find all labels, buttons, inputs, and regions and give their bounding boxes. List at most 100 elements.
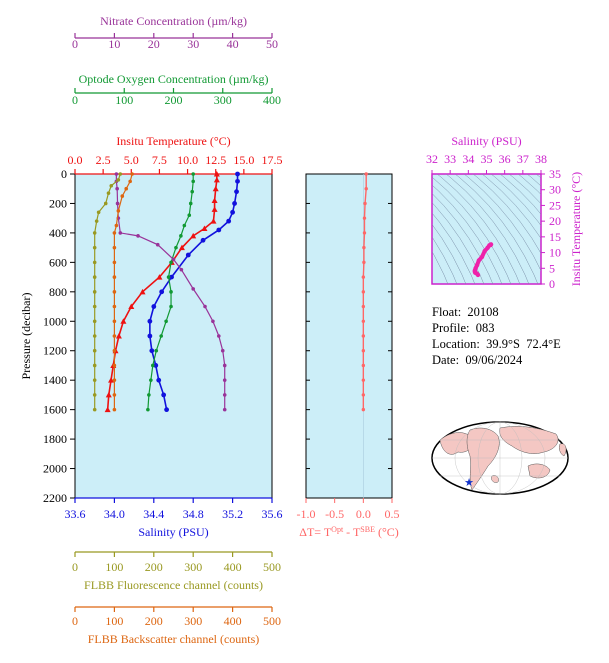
delta-t-point — [362, 260, 366, 265]
delta-t-panel — [305, 173, 393, 499]
backscatter-point — [112, 231, 117, 235]
temperature-point — [156, 274, 163, 280]
oxygen-axis-title: Optode Oxygen Concentration (µm/kg) — [79, 72, 269, 86]
nitrate-point — [155, 242, 160, 247]
delta-t-point — [361, 349, 366, 353]
temperature-point — [211, 206, 218, 212]
backscatter-point — [112, 260, 117, 265]
pressure-tick-label: 200 — [49, 196, 67, 210]
isopycnal-line — [517, 174, 541, 195]
nitrate-point — [222, 363, 227, 368]
backscatter-point — [130, 172, 134, 176]
backscatter-axis-title: FLBB Backscatter channel (counts) — [88, 632, 260, 646]
isopycnal-line — [432, 184, 503, 284]
salinity-point — [159, 289, 165, 295]
fluorescence-axis-title: FLBB Fluorescence channel (counts) — [84, 578, 263, 592]
delta-t-label-part: SBE — [360, 525, 375, 534]
temperature-point — [211, 197, 218, 204]
ts-isopycnals — [432, 174, 541, 284]
delta-t-point — [361, 275, 366, 279]
oxygen-point — [191, 172, 195, 176]
oxygen-point — [169, 290, 173, 294]
pressure-tick-label: 0 — [61, 167, 67, 181]
pressure-tick-label: 1600 — [43, 403, 67, 417]
temperature-point — [128, 303, 135, 310]
salinity-tick-label: 35.2 — [222, 507, 243, 521]
fluorescence-point — [109, 183, 114, 188]
backscatter-tick-label: 400 — [224, 614, 242, 628]
delta-t-label-part: - T — [343, 525, 361, 539]
isopycnal-line — [508, 174, 541, 205]
delta-t-tick-label: -0.5 — [325, 507, 344, 521]
salinity-axis-title: Salinity (PSU) — [138, 525, 208, 539]
isopycnal-line — [526, 174, 541, 187]
pressure-tick-label: 2000 — [43, 462, 67, 476]
ts-y-axis-title: Insitu Temperature (°C) — [569, 172, 583, 286]
backscatter-point — [112, 348, 117, 353]
nitrate-point — [179, 267, 184, 272]
pressure-tick-label: 800 — [49, 285, 67, 299]
nitrate-point — [191, 287, 195, 291]
nitrate-tick-label: 50 — [266, 37, 278, 51]
nitrate-point — [136, 234, 140, 238]
temperature-point — [201, 225, 208, 231]
temperature-tick-label: 7.5 — [152, 153, 167, 167]
salinity-point — [230, 209, 236, 215]
salinity-point — [147, 318, 153, 324]
delta-t-label-part: ΔT= T — [299, 525, 332, 539]
isopycnal-line — [432, 193, 494, 284]
backscatter-tick-label: 300 — [184, 614, 202, 628]
fluorescence-tick-label: 300 — [184, 560, 202, 574]
ts-x-axis-title: Salinity (PSU) — [451, 134, 521, 148]
oxygen-tick-label: 400 — [263, 93, 281, 107]
nitrate-point — [211, 319, 215, 324]
nitrate-tick-label: 40 — [227, 37, 239, 51]
oxygen-point — [154, 348, 159, 353]
salinity-point — [151, 304, 157, 309]
isopycnal-line — [445, 174, 530, 284]
fluorescence-point — [116, 178, 121, 182]
fluorescence-tick-label: 400 — [224, 560, 242, 574]
isopycnal-line — [432, 212, 476, 284]
temperature-tick-label: 10.0 — [177, 153, 198, 167]
pressure-tick-label: 1200 — [43, 344, 67, 358]
nitrate-point — [115, 186, 119, 191]
delta-t-point — [361, 290, 366, 294]
nitrate-point — [171, 257, 176, 262]
salinity-tick-label: 34.4 — [143, 507, 164, 521]
fluorescence-point — [92, 290, 97, 294]
ts-point — [476, 258, 482, 263]
isopycnal-line — [432, 176, 512, 284]
fluorescence-point — [92, 319, 97, 324]
oxygen-point — [179, 234, 183, 238]
ts-x-tick-label: 35 — [481, 152, 493, 166]
ts-y-tick-label: 35 — [549, 167, 561, 181]
oxygen-point — [191, 179, 195, 184]
nitrate-tick-label: 10 — [108, 37, 120, 51]
delta-t-point — [361, 407, 366, 412]
isopycnal-line — [481, 174, 541, 239]
backscatter-point — [128, 179, 132, 184]
temperature-point — [108, 377, 115, 383]
fluorescence-tick-label: 100 — [105, 560, 123, 574]
ts-y-tick-label: 10 — [549, 246, 561, 260]
oxygen-point — [182, 223, 187, 228]
float-info-box: Float: 20108 Profile: 083 Location: 39.9… — [432, 304, 561, 368]
salinity-point — [161, 392, 167, 398]
isopycnal-line — [432, 202, 485, 284]
temperature-point — [210, 218, 217, 224]
ts-x-tick-label: 33 — [444, 152, 456, 166]
nitrate-point — [222, 407, 227, 412]
temperature-tick-label: 17.5 — [262, 153, 283, 167]
nitrate-point — [220, 348, 225, 353]
backscatter-point — [112, 319, 117, 324]
ts-x-tick-label: 37 — [517, 152, 529, 166]
ts-x-tick-label: 36 — [499, 152, 511, 166]
oxygen-point — [174, 245, 178, 250]
temperature-point — [213, 176, 220, 183]
fluorescence-point — [92, 260, 97, 265]
ts-y-tick-label: 5 — [549, 261, 555, 275]
fluorescence-tick-label: 500 — [263, 560, 281, 574]
temperature-tick-label: 12.5 — [205, 153, 226, 167]
